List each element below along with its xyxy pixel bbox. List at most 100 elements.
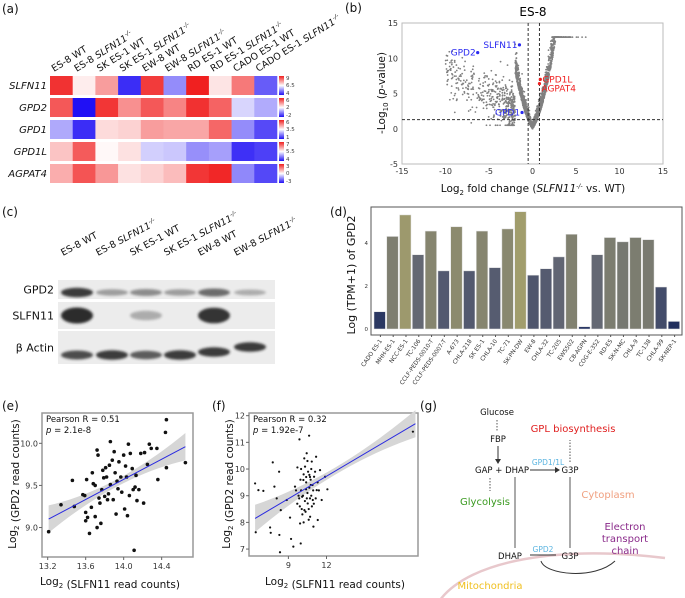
gene-point xyxy=(464,60,466,63)
gene-point xyxy=(504,109,507,112)
gene-point xyxy=(545,80,548,83)
gene-point xyxy=(470,121,473,124)
gene-point xyxy=(530,121,533,123)
blot-band xyxy=(164,289,196,296)
label-mitochondria: Mitochondria xyxy=(457,581,522,592)
heatmap-cell xyxy=(163,98,187,117)
gene-point xyxy=(501,91,504,94)
heatmap-cell xyxy=(50,76,73,95)
pearson-r-annotation: Pearson R = 0.51 xyxy=(46,415,120,425)
label-cytoplasm: Cytoplasm xyxy=(581,490,634,501)
gene-point xyxy=(506,124,508,127)
gene-point xyxy=(559,36,562,38)
gene-point xyxy=(498,98,501,101)
colorbar-tick: 4 xyxy=(286,157,290,163)
gene-point xyxy=(459,79,462,82)
data-point xyxy=(149,446,154,451)
gene-point xyxy=(492,106,495,109)
gene-point xyxy=(467,84,469,87)
bar xyxy=(399,214,412,330)
panel-label-g: (g) xyxy=(420,399,437,413)
scatter-panel-e: 13.2 13.6 14.0 14.4 9.0 9.5 10.0 Pearson R = 0.… xyxy=(7,412,194,591)
x-tick-label: 9 xyxy=(286,561,291,570)
gene-point xyxy=(535,114,537,117)
data-point xyxy=(279,509,282,512)
gene-point xyxy=(527,120,530,123)
gene-point xyxy=(461,93,464,96)
gene-point xyxy=(454,92,457,95)
gene-point xyxy=(499,100,502,103)
gene-point xyxy=(455,75,457,78)
node-g3p-cytoplasm: G3P xyxy=(561,466,578,476)
gene-point xyxy=(503,117,506,119)
gene-point xyxy=(491,96,494,98)
gene-point xyxy=(478,77,481,80)
gene-point xyxy=(493,108,496,111)
gene-point xyxy=(479,97,482,100)
gene-point xyxy=(470,88,473,91)
gene-point xyxy=(514,59,517,62)
bar xyxy=(552,256,565,330)
gene-point xyxy=(444,59,447,62)
heatmap-cell xyxy=(208,164,232,183)
gene-point xyxy=(518,91,521,94)
bar xyxy=(412,254,425,330)
colorbar-tick: -3 xyxy=(286,179,292,185)
data-point xyxy=(85,515,90,520)
data-point xyxy=(135,498,139,503)
gene-point xyxy=(542,100,545,103)
data-point xyxy=(46,529,51,534)
data-point xyxy=(100,468,105,473)
heatmap-cell xyxy=(72,142,96,161)
gene-point xyxy=(506,64,509,67)
gene-point xyxy=(492,82,495,85)
gene-point xyxy=(456,98,458,101)
gene-point xyxy=(529,122,532,125)
lane-header: EW-8 SLFN11-/- xyxy=(232,215,299,258)
data-point xyxy=(147,442,152,446)
gene-point xyxy=(482,82,485,84)
blot-band xyxy=(198,307,230,324)
label-gene: SLFN11 xyxy=(301,17,337,45)
gene-point xyxy=(484,81,487,83)
gene-point xyxy=(483,76,486,79)
gene-point xyxy=(457,67,460,69)
y-axis-label: Log2 (GPD2 read counts) xyxy=(7,419,22,548)
heatmap-cell xyxy=(72,120,96,139)
bar xyxy=(604,237,616,330)
scatter-panel-f: 9 12 7 8 9 10 11 12 Pearson R = 0.32p = 1.92e-7 L… xyxy=(221,410,419,591)
data-point xyxy=(305,452,308,455)
label-superscript: -/- xyxy=(331,13,340,22)
gene-point xyxy=(532,125,535,127)
bar xyxy=(488,267,501,330)
heatmap-cell xyxy=(254,76,278,95)
gene-point xyxy=(500,99,503,101)
data-point xyxy=(316,518,319,522)
data-point xyxy=(309,515,312,518)
label-etc-2: transport xyxy=(602,534,648,545)
data-point xyxy=(313,470,317,473)
label-superscript: -/- xyxy=(576,183,582,190)
row-label-gene: GPD2 xyxy=(19,103,47,114)
data-point xyxy=(275,497,278,500)
arrowhead xyxy=(555,467,560,473)
gene-point xyxy=(567,36,570,38)
gene-point xyxy=(509,120,512,123)
y-tick-label: 12 xyxy=(235,412,245,421)
data-point xyxy=(145,462,150,467)
data-point xyxy=(314,497,317,500)
gene-point xyxy=(511,116,514,119)
gene-point xyxy=(544,89,547,92)
data-point xyxy=(304,510,307,513)
gene-point xyxy=(457,77,460,80)
gene-point xyxy=(483,72,486,75)
label-gene: SLFN11 xyxy=(257,219,294,246)
gene-point xyxy=(545,68,547,71)
y-tick-label: 9 xyxy=(240,492,245,501)
gene-point xyxy=(515,68,518,71)
label-etc-3: chain xyxy=(611,546,638,557)
gene-point xyxy=(515,52,518,54)
data-point xyxy=(293,485,297,488)
label-italic: p xyxy=(376,88,388,96)
data-point xyxy=(306,491,309,495)
